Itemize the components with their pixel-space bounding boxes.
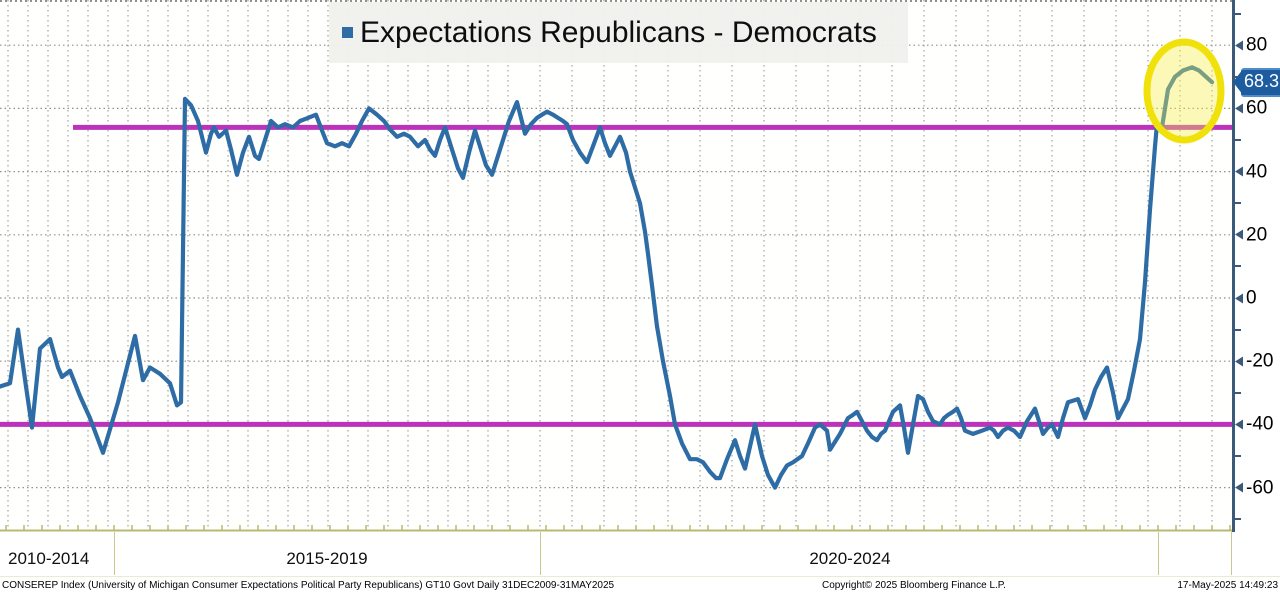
y-axis-minor-tick xyxy=(1235,12,1241,15)
y-axis-tick-label: 80 xyxy=(1246,34,1268,56)
y-axis-major-tick: 40 xyxy=(1235,162,1267,181)
y-axis-minor-tick xyxy=(1235,328,1241,331)
x-axis-separator xyxy=(1231,532,1232,575)
chart-plot-area xyxy=(0,0,1232,532)
y-axis-tick-label: -40 xyxy=(1246,413,1274,435)
y-axis-minor-tick xyxy=(1235,202,1241,205)
y-axis-tick-label: -20 xyxy=(1246,350,1274,372)
tick-arrow-icon xyxy=(1235,419,1243,430)
badge-arrow-icon xyxy=(1233,69,1243,96)
y-axis-major-tick: 20 xyxy=(1235,225,1267,244)
series-line xyxy=(0,65,1215,490)
tick-arrow-icon xyxy=(1235,103,1243,114)
y-axis-minor-tick xyxy=(1235,391,1241,394)
highlight-circle xyxy=(1143,38,1225,144)
y-axis-major-tick: -20 xyxy=(1235,352,1273,371)
tick-arrow-icon xyxy=(1235,166,1243,177)
y-axis-minor-tick xyxy=(1235,265,1241,268)
status-security-info: CONSEREP Index (University of Michigan C… xyxy=(2,580,615,591)
tick-arrow-icon xyxy=(1235,229,1243,240)
x-axis-period-label: 2020-2024 xyxy=(809,549,891,568)
x-axis-separator xyxy=(114,532,115,575)
y-axis-tick-label: -60 xyxy=(1246,477,1274,499)
y-axis-tick-label: 0 xyxy=(1246,287,1257,309)
tick-arrow-icon xyxy=(1235,482,1243,493)
last-value-badge: 68.3 xyxy=(1233,68,1280,97)
y-axis-major-tick: 80 xyxy=(1235,36,1267,55)
y-axis-minor-tick xyxy=(1235,139,1241,141)
last-value-label: 68.3 xyxy=(1241,68,1280,97)
x-axis-period-label: 2015-2019 xyxy=(286,549,368,568)
tick-arrow-icon xyxy=(1235,40,1243,51)
x-axis-separator xyxy=(540,532,541,575)
x-axis-period-label: 2010-2014 xyxy=(8,549,90,568)
y-axis-major-tick: 60 xyxy=(1235,99,1267,118)
y-axis-spine xyxy=(1232,0,1235,532)
legend-series-marker xyxy=(342,27,353,38)
chart-legend-box: Expectations Republicans - Democrats xyxy=(329,2,908,63)
y-axis-minor-tick xyxy=(1235,518,1241,521)
y-axis-major-tick: -60 xyxy=(1235,478,1273,497)
x-axis-separator xyxy=(1158,532,1159,575)
y-axis-minor-tick xyxy=(1235,455,1241,457)
x-axis-strip: 2010-2014 2015-2019 2020-2024 xyxy=(0,532,1280,576)
status-bar: CONSEREP Index (University of Michigan C… xyxy=(0,576,1280,593)
y-axis-major-tick: 0 xyxy=(1235,289,1257,308)
tick-arrow-icon xyxy=(1235,293,1243,303)
status-timestamp: 17-May-2025 14:49:23 xyxy=(1177,580,1278,591)
y-axis-tick-label: 20 xyxy=(1246,224,1268,246)
status-copyright: Copyright© 2025 Bloomberg Finance L.P. xyxy=(822,580,1006,591)
y-axis-tick-label: 40 xyxy=(1246,161,1268,183)
tick-arrow-icon xyxy=(1235,356,1243,367)
y-axis-major-tick: -40 xyxy=(1235,415,1273,434)
chart-title: Expectations Republicans - Democrats xyxy=(360,15,877,49)
y-axis-tick-label: 60 xyxy=(1246,97,1268,119)
